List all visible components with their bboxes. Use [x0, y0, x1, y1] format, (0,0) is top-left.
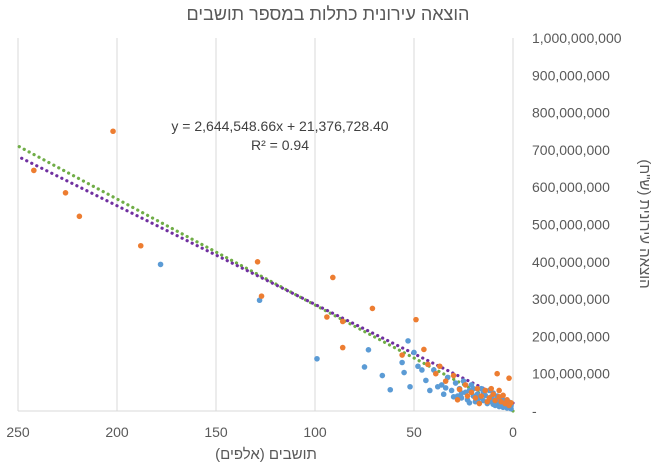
scatter-point	[484, 398, 491, 405]
scatter-point	[464, 393, 471, 399]
x-tick-label: 150	[204, 424, 228, 440]
y-tick-label: 200,000,000	[532, 328, 610, 344]
scatter-point	[415, 363, 421, 370]
scatter-point	[324, 314, 330, 320]
scatter-point	[421, 346, 427, 353]
scatter-point	[442, 378, 449, 384]
scatter-point	[110, 128, 116, 135]
scatter-point	[339, 344, 346, 351]
y-tick-label: 800,000,000	[532, 105, 610, 121]
scatter-point	[436, 363, 443, 370]
scatter-point	[405, 338, 411, 344]
scatter-point	[379, 372, 386, 379]
scatter-point	[452, 380, 459, 386]
scatter-point	[490, 391, 497, 398]
scatter-point	[401, 369, 407, 376]
scatter-point	[482, 387, 489, 394]
scatter-point	[361, 364, 368, 370]
data-points	[31, 128, 514, 412]
scatter-point	[425, 361, 431, 368]
scatter-point	[427, 387, 433, 394]
scatter-point	[254, 259, 261, 265]
scatter-point	[258, 293, 265, 299]
scatter-point	[399, 352, 405, 358]
y-tick-label: 1,000,000,000	[532, 30, 622, 46]
scatter-point	[504, 397, 510, 403]
scatter-point	[411, 349, 417, 356]
y-tick-label: 900,000,000	[532, 67, 610, 83]
scatter-point	[369, 305, 376, 312]
scatter-point	[508, 399, 514, 406]
y-tick-label: 400,000,000	[532, 254, 610, 270]
scatter-point	[330, 274, 336, 281]
scatter-point	[432, 370, 439, 377]
y-tick-label: 300,000,000	[532, 291, 610, 307]
y-tick-label: 100,000,000	[532, 366, 610, 382]
scatter-point	[478, 393, 485, 399]
scatter-point	[456, 386, 463, 393]
scatter-point	[31, 167, 37, 174]
x-tick-label: 250	[6, 424, 30, 440]
scatter-point	[450, 394, 457, 400]
scatter-point	[137, 242, 144, 249]
x-tick-label: 100	[303, 424, 327, 440]
trendline-r-squared: R² = 0.94	[251, 137, 309, 153]
scatter-point	[492, 397, 498, 404]
scatter-point	[387, 386, 394, 393]
scatter-point	[474, 385, 481, 392]
scatter-point	[476, 400, 483, 407]
gridlines	[17, 38, 514, 412]
scatter-point	[506, 375, 512, 381]
x-axis-title: תושבים (אלפים)	[215, 446, 317, 463]
scatter-point	[462, 382, 469, 388]
y-tick-label: -	[532, 403, 537, 419]
y-axis-ticks: - 100,000,000 200,000,000 300,000,000 400,00…	[532, 30, 622, 419]
x-tick-label: 0	[509, 424, 517, 440]
scatter-point	[419, 367, 425, 373]
scatter-point	[494, 370, 500, 377]
scatter-point	[468, 389, 475, 396]
x-tick-label: 200	[105, 424, 129, 440]
scatter-point	[472, 395, 479, 401]
scatter-point	[314, 355, 320, 362]
scatter-point	[407, 383, 413, 390]
trendline-equation: y = 2,644,548.66x + 21,376,728.40	[171, 118, 388, 134]
scatter-point	[500, 392, 506, 399]
y-axis-title: הוצאה עירונית (ש"ח)	[636, 159, 653, 288]
y-tick-label: 600,000,000	[532, 179, 610, 195]
scatter-point	[76, 213, 83, 220]
scatter-point	[488, 385, 495, 392]
scatter-point	[413, 316, 419, 323]
trendline	[16, 144, 515, 413]
y-tick-label: 700,000,000	[532, 142, 610, 158]
scatter-point	[365, 347, 372, 353]
y-tick-label: 500,000,000	[532, 217, 610, 233]
scatter-point	[157, 261, 164, 268]
scatter-point	[438, 382, 445, 388]
scatter-point	[423, 377, 429, 384]
scatter-point	[496, 387, 502, 394]
scatter-point	[466, 399, 473, 406]
scatter-point	[62, 189, 69, 196]
scatter-point	[450, 372, 457, 379]
scatter-point	[454, 397, 461, 403]
x-tick-label: 50	[406, 424, 422, 440]
scatter-point	[440, 391, 447, 398]
trendlines	[16, 144, 515, 413]
x-axis-ticks: 250 200 150 100 50 0	[6, 424, 517, 440]
scatter-point	[448, 387, 455, 394]
chart-title: הוצאה עירונית כתלות במספר תושבים	[187, 4, 470, 24]
scatter-point	[339, 318, 346, 325]
scatter-point	[399, 359, 405, 366]
scatter-point	[442, 385, 449, 391]
trendline	[16, 154, 515, 405]
